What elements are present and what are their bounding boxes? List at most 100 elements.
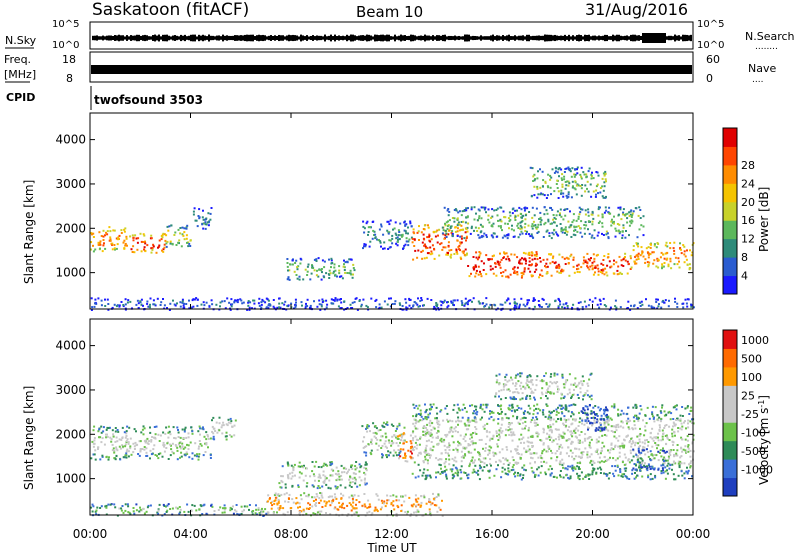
range-gate-cell [448, 463, 451, 466]
range-gate-cell [612, 472, 615, 475]
nsky-sample [362, 35, 364, 41]
range-gate-cell [484, 449, 487, 452]
scatter-band [397, 432, 414, 463]
range-gate-cell [554, 438, 557, 441]
range-gate-cell [562, 218, 565, 221]
range-gate-cell [577, 475, 580, 477]
range-gate-cell [112, 433, 115, 436]
range-gate-cell [161, 233, 164, 236]
range-gate-cell [116, 243, 119, 246]
nsky-sample [424, 34, 426, 42]
range-gate-cell [688, 263, 691, 266]
range-gate-cell [487, 453, 489, 456]
range-gate-cell [498, 264, 501, 267]
range-gate-cell [564, 187, 567, 190]
range-gate-cell [459, 443, 462, 446]
range-gate-cell [531, 379, 534, 381]
nsky-sample [454, 35, 456, 41]
nsky-sample [426, 35, 428, 41]
range-gate-cell [198, 445, 200, 448]
range-gate-cell [365, 222, 368, 225]
range-gate-cell [608, 206, 611, 209]
range-gate-cell [302, 479, 305, 482]
range-gate-cell [579, 461, 581, 463]
range-gate-cell [508, 408, 511, 411]
nsky-sample [158, 34, 160, 42]
range-gate-cell [548, 305, 551, 308]
range-gate-cell [447, 252, 449, 254]
range-gate-cell [559, 208, 562, 211]
range-gate-cell [365, 445, 368, 448]
range-gate-cell [196, 453, 198, 456]
range-gate-cell [392, 500, 395, 503]
range-gate-cell [426, 246, 429, 249]
range-gate-cell [529, 435, 532, 438]
range-gate-cell [677, 462, 680, 465]
range-gate-cell [574, 377, 577, 380]
range-gate-cell [445, 473, 448, 476]
range-gate-cell [635, 262, 638, 265]
range-gate-cell [508, 259, 511, 262]
range-gate-cell [562, 431, 565, 434]
range-gate-cell [499, 427, 502, 430]
range-gate-cell [452, 441, 455, 444]
nsky-sample [152, 35, 154, 41]
range-gate-cell [580, 431, 583, 433]
range-gate-cell [625, 419, 628, 422]
range-gate-cell [505, 275, 508, 278]
range-gate-cell [508, 462, 511, 465]
range-gate-cell [583, 173, 586, 176]
range-gate-cell [110, 438, 113, 441]
range-gate-cell [409, 447, 412, 450]
nsky-sample [280, 35, 282, 41]
range-gate-cell [536, 187, 539, 190]
range-gate-cell [571, 422, 574, 425]
range-gate-cell [456, 252, 459, 255]
range-gate-cell [417, 503, 420, 506]
range-gate-cell [627, 420, 630, 423]
range-gate-cell [465, 428, 468, 431]
range-gate-cell [626, 477, 629, 480]
nsky-sample [200, 35, 202, 41]
range-gate-cell [649, 458, 652, 461]
range-gate-cell [680, 462, 683, 465]
range-gate-cell [630, 459, 633, 462]
range-gate-cell [417, 305, 420, 308]
range-gate-cell [562, 406, 565, 409]
nsky-sample [660, 33, 662, 43]
range-gate-cell [468, 452, 471, 454]
range-gate-cell [229, 417, 232, 420]
range-gate-cell [319, 476, 322, 479]
range-gate-cell [424, 433, 427, 435]
range-gate-cell [573, 229, 575, 232]
range-gate-cell [590, 417, 593, 419]
range-gate-cell [604, 267, 607, 270]
range-gate-cell [473, 459, 476, 462]
range-gate-cell [557, 418, 559, 420]
range-gate-cell [567, 446, 570, 449]
range-gate-cell [183, 302, 186, 305]
range-gate-cell [475, 408, 477, 411]
range-gate-cell [500, 431, 503, 434]
range-gate-cell [350, 486, 353, 488]
range-gate-cell [663, 460, 665, 462]
range-gate-cell [207, 212, 210, 215]
range-gate-cell [505, 383, 508, 386]
range-gate-cell [440, 452, 443, 455]
range-gate-cell [629, 220, 632, 223]
range-gate-cell [562, 476, 565, 479]
range-gate-cell [467, 299, 470, 302]
range-gate-cell [511, 439, 514, 442]
range-gate-cell [502, 388, 505, 391]
range-gate-cell [443, 462, 446, 465]
range-gate-cell [358, 476, 361, 479]
range-gate-cell [500, 398, 503, 401]
range-gate-cell [503, 234, 506, 237]
range-gate-cell [513, 302, 516, 305]
range-gate-cell [349, 269, 352, 272]
range-gate-cell [114, 430, 117, 433]
range-gate-cell [643, 434, 646, 437]
range-gate-cell [664, 477, 667, 480]
nsky-sample [656, 33, 658, 43]
range-gate-cell [528, 233, 530, 236]
